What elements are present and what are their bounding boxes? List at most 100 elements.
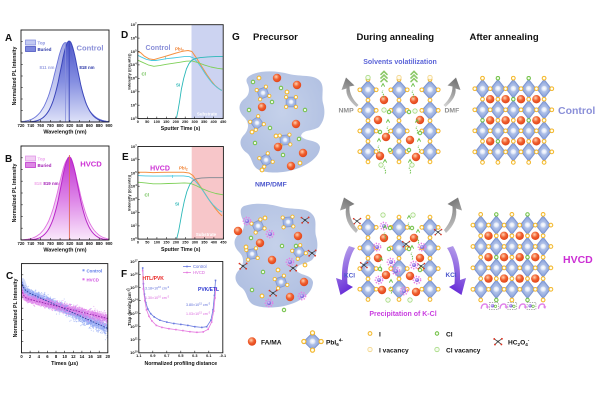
- svg-text:F: F: [121, 269, 127, 280]
- svg-text:Intensity ((counts)): Intensity ((counts)): [126, 174, 131, 211]
- svg-text:780: 780: [47, 241, 55, 246]
- svg-text:820: 820: [66, 241, 74, 246]
- svg-text:Normalized profiling distance: Normalized profiling distance: [144, 361, 217, 367]
- svg-text:Precipitation of K-Cl: Precipitation of K-Cl: [369, 311, 436, 318]
- svg-text:Wavelength (nm): Wavelength (nm): [43, 130, 86, 136]
- svg-text:150: 150: [163, 120, 169, 124]
- svg-text:102: 102: [131, 89, 137, 95]
- svg-text:NMP/DMF: NMP/DMF: [255, 182, 287, 189]
- svg-text:Control: Control: [146, 45, 171, 52]
- svg-text:105: 105: [131, 170, 137, 176]
- svg-text:Control: Control: [193, 264, 207, 269]
- svg-text:After annealing: After annealing: [470, 32, 539, 43]
- svg-text:780: 780: [47, 123, 55, 128]
- svg-text:NMP: NMP: [339, 108, 355, 115]
- svg-text:I: I: [379, 332, 381, 339]
- svg-text:840: 840: [76, 241, 84, 246]
- svg-text:I: I: [172, 174, 173, 179]
- svg-text:E: E: [122, 152, 129, 163]
- svg-text:104: 104: [131, 62, 137, 68]
- svg-text:10: 10: [62, 354, 67, 359]
- svg-text:HVCD: HVCD: [563, 254, 593, 266]
- svg-text:Precursor: Precursor: [253, 32, 298, 43]
- svg-text:Buried: Buried: [38, 163, 52, 168]
- svg-text:Sputter Time (s): Sputter Time (s): [161, 247, 201, 253]
- svg-text:103: 103: [131, 75, 137, 81]
- svg-text:100: 100: [154, 240, 160, 244]
- svg-text:900: 900: [106, 123, 114, 128]
- svg-text:Cl vacancy: Cl vacancy: [446, 348, 481, 355]
- svg-text:PVK/ETL: PVK/ETL: [198, 287, 219, 293]
- svg-text:820: 820: [66, 123, 74, 128]
- svg-text:100: 100: [131, 236, 137, 242]
- svg-text:818 nm: 818 nm: [79, 65, 94, 70]
- svg-text:101: 101: [131, 102, 137, 108]
- svg-text:1015: 1015: [130, 284, 138, 290]
- svg-text:Normalized PL Intensity: Normalized PL Intensity: [13, 279, 19, 338]
- svg-text:Control: Control: [87, 268, 103, 273]
- svg-text:Substrate: Substrate: [197, 112, 218, 117]
- svg-text:Solvents volatilization: Solvents volatilization: [363, 59, 437, 66]
- svg-text:1013: 1013: [130, 311, 138, 317]
- svg-text:PbI64-: PbI64-: [326, 338, 343, 348]
- svg-text:0.3: 0.3: [192, 354, 197, 358]
- svg-text:1.03×1015 cm-3: 1.03×1015 cm-3: [186, 311, 211, 316]
- svg-text:C: C: [6, 271, 13, 282]
- svg-text:Si: Si: [176, 83, 180, 88]
- svg-text:Control: Control: [558, 105, 595, 117]
- svg-text:Si: Si: [175, 202, 179, 207]
- svg-text:3.80×1015 cm-3: 3.80×1015 cm-3: [186, 302, 211, 307]
- svg-text:Normalized PL Intensity: Normalized PL Intensity: [12, 47, 18, 106]
- svg-text:1.30×1016 cm-3: 1.30×1016 cm-3: [145, 295, 170, 300]
- svg-text:760: 760: [37, 241, 45, 246]
- svg-text:1012: 1012: [130, 324, 138, 330]
- svg-text:G: G: [232, 32, 240, 43]
- svg-text:105: 105: [131, 48, 137, 54]
- svg-text:101: 101: [131, 223, 137, 229]
- svg-text:1.1: 1.1: [136, 354, 141, 358]
- svg-text:0.1: 0.1: [206, 354, 211, 358]
- svg-text:HVCD: HVCD: [80, 160, 102, 169]
- svg-text:Intensity ((counts)): Intensity ((counts)): [126, 53, 131, 90]
- svg-text:Buried: Buried: [38, 47, 52, 52]
- svg-text:0: 0: [20, 354, 23, 359]
- svg-text:720: 720: [18, 123, 26, 128]
- svg-text:350: 350: [201, 120, 207, 124]
- svg-text:107: 107: [131, 143, 137, 149]
- svg-text:HVCD: HVCD: [87, 277, 99, 282]
- svg-text:Times (μs): Times (μs): [51, 361, 78, 367]
- svg-text:18: 18: [97, 354, 102, 359]
- svg-text:900: 900: [106, 241, 114, 246]
- svg-text:Cl: Cl: [446, 332, 453, 339]
- svg-text:104: 104: [131, 183, 137, 189]
- svg-text:819 nm: 819 nm: [43, 181, 58, 186]
- svg-text:450: 450: [220, 120, 226, 124]
- svg-text:B: B: [5, 154, 12, 165]
- svg-text:100: 100: [131, 115, 137, 121]
- svg-text:HVCD: HVCD: [193, 270, 205, 275]
- svg-text:Cl: Cl: [145, 193, 149, 198]
- svg-text:860: 860: [86, 123, 94, 128]
- svg-text:HC2O4-: HC2O4-: [508, 338, 530, 348]
- svg-text:400: 400: [211, 240, 217, 244]
- svg-text:300: 300: [192, 120, 198, 124]
- svg-text:During annealing: During annealing: [357, 32, 435, 43]
- svg-text:14: 14: [80, 354, 85, 359]
- svg-text:811 nm: 811 nm: [40, 65, 55, 70]
- svg-text:102: 102: [131, 209, 137, 215]
- svg-text:0.7: 0.7: [164, 354, 169, 358]
- svg-text:Sputter Time (s): Sputter Time (s): [161, 126, 201, 132]
- svg-text:Trap density (cm-3): Trap density (cm-3): [126, 288, 132, 326]
- svg-text:800: 800: [57, 241, 65, 246]
- svg-text:106: 106: [131, 157, 137, 163]
- svg-text:1010: 1010: [130, 350, 138, 356]
- svg-text:50: 50: [145, 240, 149, 244]
- svg-text:PbI2: PbI2: [175, 47, 184, 53]
- svg-text:Substrate: Substrate: [196, 232, 217, 237]
- svg-text:450: 450: [220, 240, 226, 244]
- svg-text:FA/MA: FA/MA: [261, 340, 282, 347]
- svg-text:4: 4: [38, 354, 41, 359]
- svg-text:8: 8: [55, 354, 58, 359]
- svg-text:1011: 1011: [130, 337, 138, 343]
- svg-text:-0.1: -0.1: [220, 354, 227, 358]
